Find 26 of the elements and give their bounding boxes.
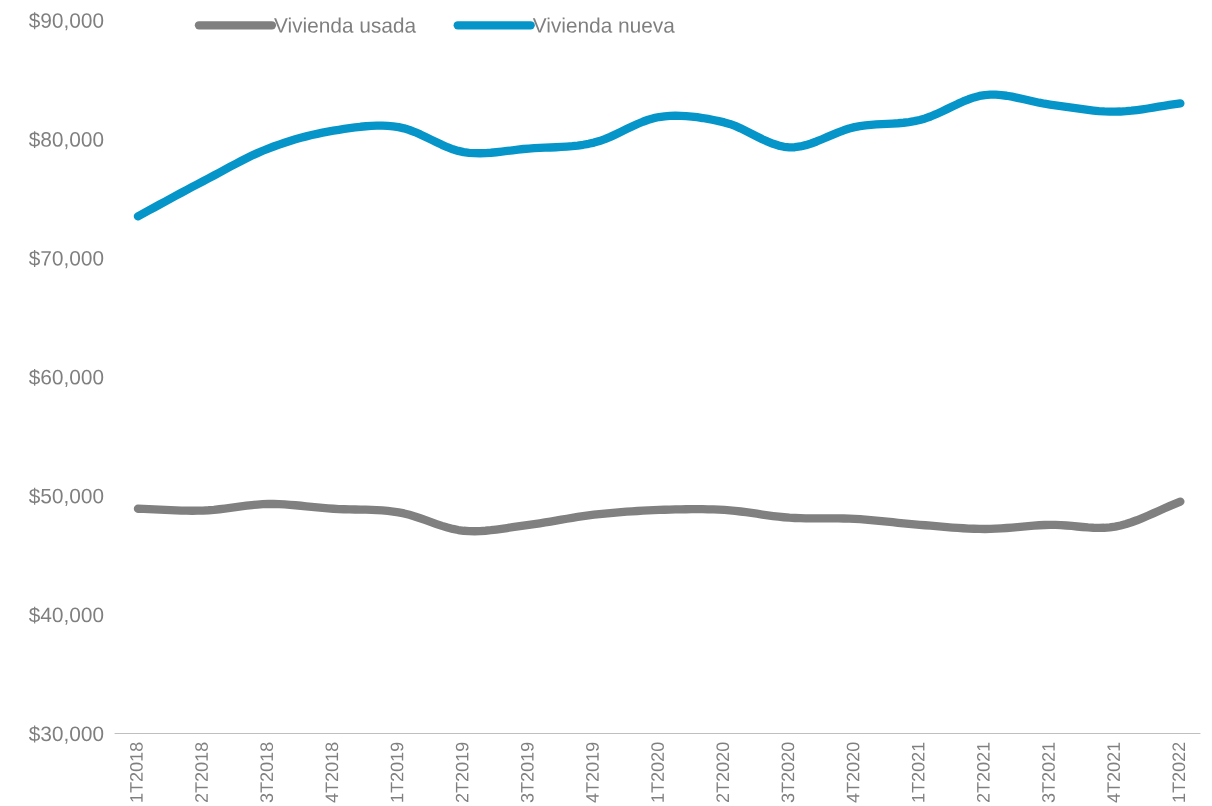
x-tick-label: 2T2019 (455, 742, 469, 803)
x-tick-label: 2T2018 (195, 742, 208, 803)
x-tick-label: 4T2019 (586, 742, 599, 803)
x-tick-label: 2T2020 (716, 742, 730, 803)
x-tick-label: 2T2021 (976, 742, 990, 803)
y-tick-label: $70,000 (28, 250, 104, 269)
x-tick-label: 1T2018 (130, 742, 143, 802)
x-tick-label: 1T2020 (651, 742, 664, 802)
x-tick-label: 3T2019 (520, 742, 534, 803)
x-tick-label: 1T2021 (911, 742, 925, 802)
y-tick-label: $80,000 (28, 131, 104, 150)
y-tick-label: $40,000 (28, 606, 104, 625)
x-tick-label: 4T2020 (846, 742, 860, 803)
x-tick-label: 3T2021 (1042, 742, 1055, 803)
x-tick-label: 1T2022 (1172, 742, 1186, 802)
legend-label: Vivienda nueva (532, 17, 675, 33)
x-tick-label: 1T2019 (390, 742, 404, 802)
x-tick-label: 4T2021 (1107, 742, 1121, 803)
x-tick-label: 4T2018 (325, 742, 339, 803)
x-tick-label: 3T2018 (260, 742, 274, 803)
x-tick-label: 3T2020 (781, 742, 795, 803)
legend-label: Vivienda usada (274, 17, 417, 33)
y-tick-label: $60,000 (28, 368, 104, 388)
y-tick-label: $90,000 (28, 12, 104, 31)
y-tick-label: $30,000 (28, 725, 104, 744)
y-tick-label: $50,000 (28, 487, 104, 506)
